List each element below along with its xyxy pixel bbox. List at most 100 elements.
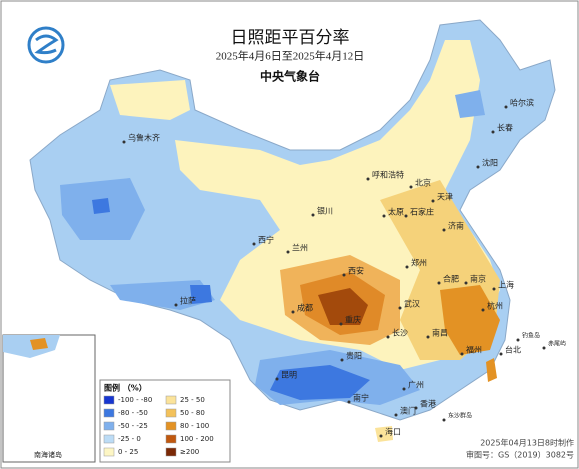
city-dot — [291, 310, 295, 314]
city-dot — [394, 413, 398, 417]
legend-label: -25 - 0 — [118, 435, 141, 443]
city-dot — [516, 338, 520, 342]
city-dot — [386, 335, 390, 339]
title: 日照距平百分率 — [231, 28, 350, 48]
city-label: 呼和浩特 — [372, 170, 404, 180]
city-label: 贵阳 — [346, 351, 362, 361]
city-label: 武汉 — [404, 299, 420, 309]
legend-swatch — [103, 434, 115, 444]
city-label: 银川 — [317, 206, 333, 216]
city-dot — [404, 214, 408, 218]
legend-swatch — [103, 447, 115, 457]
city-label: 海口 — [385, 427, 401, 437]
city-label: 哈尔滨 — [510, 98, 534, 108]
legend-swatch — [165, 434, 177, 444]
logo — [27, 26, 65, 64]
city-label: 长沙 — [392, 328, 408, 338]
legend-swatch — [103, 395, 115, 405]
city-dot — [504, 105, 508, 109]
city-label: 乌鲁木齐 — [128, 133, 160, 143]
city-dot — [442, 228, 446, 232]
city-dot — [464, 281, 468, 285]
city-dot — [340, 358, 344, 362]
city-label: 郑州 — [411, 258, 427, 268]
city-label: 南宁 — [353, 393, 369, 403]
city-dot — [481, 308, 485, 312]
city-label: 赤尾屿 — [548, 340, 566, 348]
legend-swatch — [165, 447, 177, 457]
city-dot — [492, 287, 496, 291]
city-dot — [499, 352, 503, 356]
city-dot — [426, 335, 430, 339]
city-label: 天津 — [437, 192, 453, 202]
legend-label: ≥200 — [180, 448, 199, 456]
legend-label: -80 - -50 — [118, 409, 148, 417]
legend-label: 100 - 200 — [180, 435, 214, 443]
shading — [60, 40, 500, 442]
city-label: 南京 — [470, 274, 486, 284]
subtitle: 2025年4月6日至2025年4月12日 — [216, 49, 365, 63]
city-dot — [398, 306, 402, 310]
city-label: 成都 — [297, 303, 313, 313]
city-label: 西宁 — [258, 235, 274, 245]
city-label: 长春 — [497, 123, 513, 133]
city-label: 广州 — [408, 380, 424, 390]
city-dot — [379, 434, 383, 438]
legend-swatch — [165, 395, 177, 405]
footer-made: 2025年04月13日8时制作 — [480, 438, 574, 448]
city-label: 南昌 — [432, 328, 448, 338]
city-dot — [460, 352, 464, 356]
legend-swatch — [165, 408, 177, 418]
city-dot — [311, 213, 315, 217]
city-dot — [491, 130, 495, 134]
city-label: 重庆 — [345, 315, 361, 325]
city-label: 杭州 — [487, 301, 503, 311]
city-dot — [431, 199, 435, 203]
city-dot — [339, 322, 343, 326]
city-label: 昆明 — [281, 371, 297, 380]
legend-swatch — [103, 421, 115, 431]
city-label: 澳门 — [400, 406, 416, 416]
city-dot — [252, 242, 256, 246]
legend-swatch — [103, 408, 115, 418]
legend-label: 80 - 100 — [180, 422, 209, 430]
legend-label: -50 - -25 — [118, 422, 148, 430]
city-dot — [437, 281, 441, 285]
city-dot — [275, 377, 279, 381]
city-label: 济南 — [448, 221, 464, 231]
city-dot — [382, 214, 386, 218]
city-dot — [122, 140, 126, 144]
city-dot — [442, 418, 446, 422]
legend-swatch — [165, 421, 177, 431]
city-label: 福州 — [466, 346, 482, 355]
footer-approval: 审图号：GS（2019）3082号 — [466, 450, 574, 460]
city-dot — [174, 303, 178, 307]
city-label: 西安 — [348, 266, 364, 276]
city-label: 沈阳 — [482, 158, 498, 168]
city-dot — [366, 177, 370, 181]
inset-label: 南海诸岛 — [34, 450, 62, 459]
inset-map — [2, 334, 96, 463]
city-dot — [414, 406, 418, 410]
city-dot — [476, 165, 480, 169]
city-label: 上海 — [498, 280, 514, 290]
city-label: 兰州 — [292, 243, 308, 253]
legend-label: 50 - 80 — [180, 409, 205, 417]
city-dot — [402, 387, 406, 391]
agency: 中央气象台 — [260, 69, 320, 84]
city-label: 北京 — [415, 178, 431, 188]
city-dot — [342, 273, 346, 277]
city-dot — [409, 185, 413, 189]
city-label: 钓鱼岛 — [522, 332, 540, 340]
legend-title: 图例 （%） — [104, 383, 147, 393]
city-dot — [286, 250, 290, 254]
legend-label: 0 - 25 — [118, 448, 138, 456]
city-dot — [347, 400, 351, 404]
city-label: 香港 — [420, 399, 436, 409]
city-label: 拉萨 — [180, 296, 196, 306]
legend-label: -100 - -80 — [118, 396, 152, 404]
city-label: 太原 — [388, 207, 404, 217]
city-label: 石家庄 — [410, 207, 434, 217]
legend-label: 25 - 50 — [180, 396, 205, 404]
